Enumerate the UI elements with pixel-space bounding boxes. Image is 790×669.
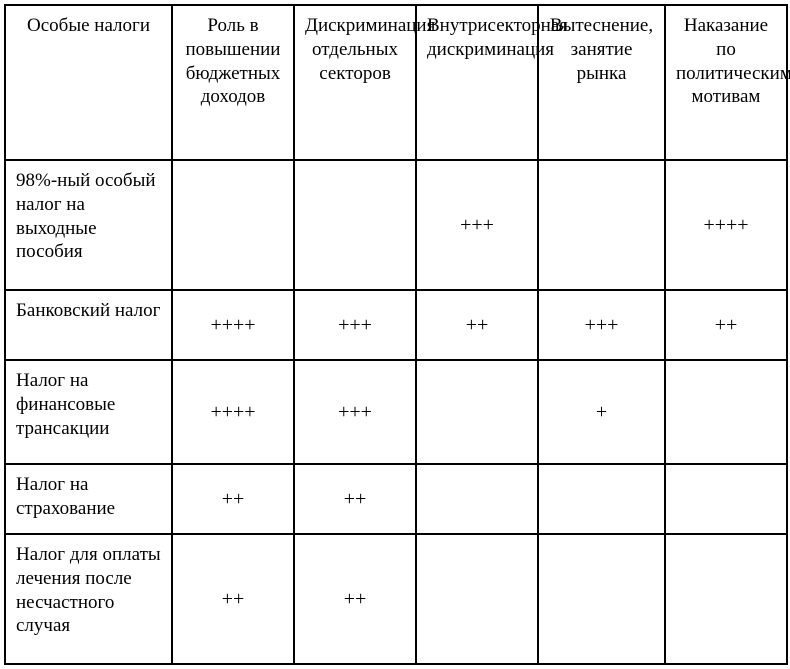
- cell-value: [416, 534, 538, 664]
- table-row: Налог для оплаты лечения после несчастно…: [5, 534, 787, 664]
- column-header: Особые налоги: [5, 5, 172, 160]
- cell-value: ++: [665, 290, 787, 360]
- row-label: Налог на финансовые трансакции: [5, 360, 172, 464]
- row-label: Банковский налог: [5, 290, 172, 360]
- cell-value: [538, 464, 665, 534]
- cell-value: [294, 160, 416, 290]
- column-header: Дискриминация отдельных секторов: [294, 5, 416, 160]
- row-label: Налог на страхование: [5, 464, 172, 534]
- cell-value: [172, 160, 294, 290]
- special-taxes-table: Особые налоги Роль в повышении бюджетных…: [4, 4, 788, 665]
- cell-value: +++: [538, 290, 665, 360]
- cell-value: [538, 160, 665, 290]
- cell-value: [665, 534, 787, 664]
- cell-value: ++++: [172, 360, 294, 464]
- table-row: Банковский налог ++++ +++ ++ +++ ++: [5, 290, 787, 360]
- cell-value: ++: [172, 534, 294, 664]
- cell-value: +: [538, 360, 665, 464]
- cell-value: +++: [416, 160, 538, 290]
- cell-value: ++++: [665, 160, 787, 290]
- table-row: 98%-ный особый налог на выходные пособия…: [5, 160, 787, 290]
- cell-value: [665, 464, 787, 534]
- cell-value: +++: [294, 360, 416, 464]
- cell-value: [416, 360, 538, 464]
- cell-value: ++++: [172, 290, 294, 360]
- cell-value: [416, 464, 538, 534]
- table-row: Налог на страхование ++ ++: [5, 464, 787, 534]
- column-header: Вытеснение, занятие рынка: [538, 5, 665, 160]
- column-header: Роль в повышении бюджетных доходов: [172, 5, 294, 160]
- cell-value: ++: [294, 464, 416, 534]
- cell-value: ++: [416, 290, 538, 360]
- cell-value: ++: [172, 464, 294, 534]
- table-body: 98%-ный особый налог на выходные пособия…: [5, 160, 787, 664]
- column-header: Наказание по политическим мотивам: [665, 5, 787, 160]
- cell-value: +++: [294, 290, 416, 360]
- row-label: 98%-ный особый налог на выходные пособия: [5, 160, 172, 290]
- table-header: Особые налоги Роль в повышении бюджетных…: [5, 5, 787, 160]
- row-label: Налог для оплаты лечения после несчастно…: [5, 534, 172, 664]
- table-row: Налог на финансовые трансакции ++++ +++ …: [5, 360, 787, 464]
- column-header: Внутрисекторная дискриминация: [416, 5, 538, 160]
- cell-value: [665, 360, 787, 464]
- cell-value: [538, 534, 665, 664]
- cell-value: ++: [294, 534, 416, 664]
